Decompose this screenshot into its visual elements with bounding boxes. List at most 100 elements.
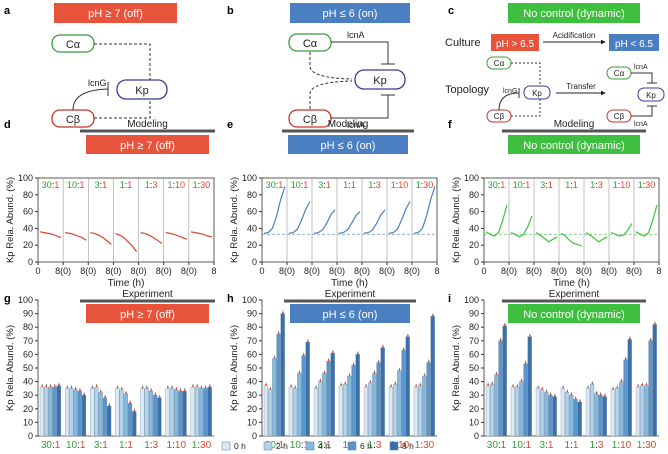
y-tick-label: 0 <box>474 257 479 267</box>
ratio-colon: : <box>421 180 424 190</box>
data-point <box>624 357 627 360</box>
bar-1-1-6h <box>127 403 133 437</box>
bar-30-1-4h <box>48 386 53 437</box>
plot-frame <box>483 177 660 263</box>
y-tick-label: 100 <box>18 173 33 183</box>
node-kp <box>354 69 406 90</box>
legend-swatch <box>221 441 231 451</box>
node-kp <box>116 79 168 100</box>
series-line-1-30 <box>635 204 658 237</box>
bar-1-1-2h <box>565 392 570 437</box>
ratio-part-b: 30 <box>645 180 655 190</box>
ratio-part-a: 3 <box>318 440 324 451</box>
y-tick-label: 10 <box>23 417 33 427</box>
legend-swatch <box>305 441 315 451</box>
segment-ratio-label: 10:1 <box>513 180 531 190</box>
x-tick-label: 8(0) <box>501 266 517 276</box>
bar-1-10-2h <box>393 384 398 437</box>
data-point <box>599 393 602 396</box>
data-point <box>196 385 199 387</box>
data-point <box>108 404 111 406</box>
condition-box-on <box>290 3 410 23</box>
bar-1-30-8h <box>207 386 212 437</box>
ratio-colon: : <box>396 180 399 190</box>
condition-title-on: pH ≤ 6 (on) <box>323 8 378 20</box>
data-point <box>524 362 527 364</box>
y-tick-label: 80 <box>469 322 479 332</box>
segment-ratio-label: 1:1 <box>120 180 133 190</box>
series-line-10-1 <box>64 232 87 241</box>
bar-3-1-4h <box>544 392 549 437</box>
gene-lcng: lcnG <box>88 78 107 88</box>
segment-ratio-label: 1:3 <box>590 180 603 190</box>
data-point <box>175 387 178 390</box>
y-tick-label: 70 <box>247 336 257 346</box>
bar-1-30-2h <box>418 385 423 437</box>
bar-10-1-8h <box>305 342 310 437</box>
ratio-part-a: 1 <box>144 440 150 451</box>
ratio-part-b: 1 <box>55 440 61 451</box>
panel-c: c No control (dynamic) Culture pH > 6.5 … <box>445 3 665 128</box>
bar-10-1-2h <box>515 386 520 437</box>
edge-lcng-inhibit <box>72 82 109 111</box>
bar-1-1-2h <box>119 389 124 437</box>
data-point <box>332 351 334 353</box>
y-tick-label: 40 <box>23 377 33 387</box>
bar-1-10-0h <box>610 389 615 437</box>
ratio-colon: : <box>570 180 573 190</box>
ratio-part-a: 10 <box>291 180 301 190</box>
ratio-part-b: 1 <box>102 180 107 190</box>
node-kp-label: Kp <box>135 85 148 97</box>
mini-kp-left-label: Kp <box>532 89 542 98</box>
transfer-label: Transfer <box>566 82 596 91</box>
bar-1-3-6h <box>153 395 158 437</box>
bar-1-30-2h <box>194 386 200 437</box>
bar-30-1-4h <box>494 374 499 437</box>
y-axis-label: Kp Rela. Abund. (%) <box>5 325 16 411</box>
bar-30-1-4h <box>272 358 277 437</box>
data-point <box>302 353 305 356</box>
y-tick-label: 100 <box>242 295 257 305</box>
category-label: 1:30 <box>637 440 657 451</box>
ratio-part-a: 1 <box>590 180 595 190</box>
ratio-part-b: 10 <box>620 440 632 451</box>
bar-1-3-2h <box>368 382 373 437</box>
ratio-part-a: 30 <box>488 180 498 190</box>
y-tick-label: 30 <box>23 390 33 400</box>
data-point <box>290 385 292 387</box>
ratio-colon: : <box>617 440 620 451</box>
y-axis-label: Kp Rela. Abund. (%) <box>229 177 240 263</box>
mini-kp-right <box>637 87 665 102</box>
ratio-colon: : <box>595 440 598 451</box>
panel-letter-g: g <box>4 293 11 305</box>
y-tick-label: 40 <box>247 223 257 233</box>
ratio-part-a: 1 <box>565 440 571 451</box>
ratio-colon: : <box>276 440 279 451</box>
ratio-part-b: 1 <box>501 440 507 451</box>
x-tick-label: 8(0) <box>354 266 370 276</box>
y-tick-label: 20 <box>469 404 479 414</box>
x-tick-label: 0 <box>259 266 264 276</box>
data-point <box>166 386 169 389</box>
y-tick-label: 100 <box>464 295 479 305</box>
mini-cbeta-left-label: Cβ <box>494 112 505 121</box>
ratio-part-b: 1 <box>573 440 579 451</box>
data-point <box>45 385 48 387</box>
ratio-part-a: 30 <box>487 440 499 451</box>
data-point <box>649 338 652 341</box>
bar-1-30-8h <box>430 316 435 437</box>
ratio-colon: : <box>323 440 326 451</box>
x-tick-label: 8(0) <box>181 266 197 276</box>
node-cbeta-label: Cβ <box>66 114 80 126</box>
y-tick-label: 0 <box>28 257 33 267</box>
ratio-part-a: 1 <box>145 180 150 190</box>
ratio-part-b: 3 <box>376 180 381 190</box>
x-tick-label: 0 <box>35 266 40 276</box>
bar-10-1-2h <box>293 388 298 437</box>
bar-3-1-6h <box>326 361 331 437</box>
ratio-colon: : <box>570 440 573 451</box>
data-point <box>344 382 347 385</box>
x-tick-label: 8(0) <box>131 266 147 276</box>
ratio-colon: : <box>523 440 526 451</box>
data-point <box>340 383 342 386</box>
